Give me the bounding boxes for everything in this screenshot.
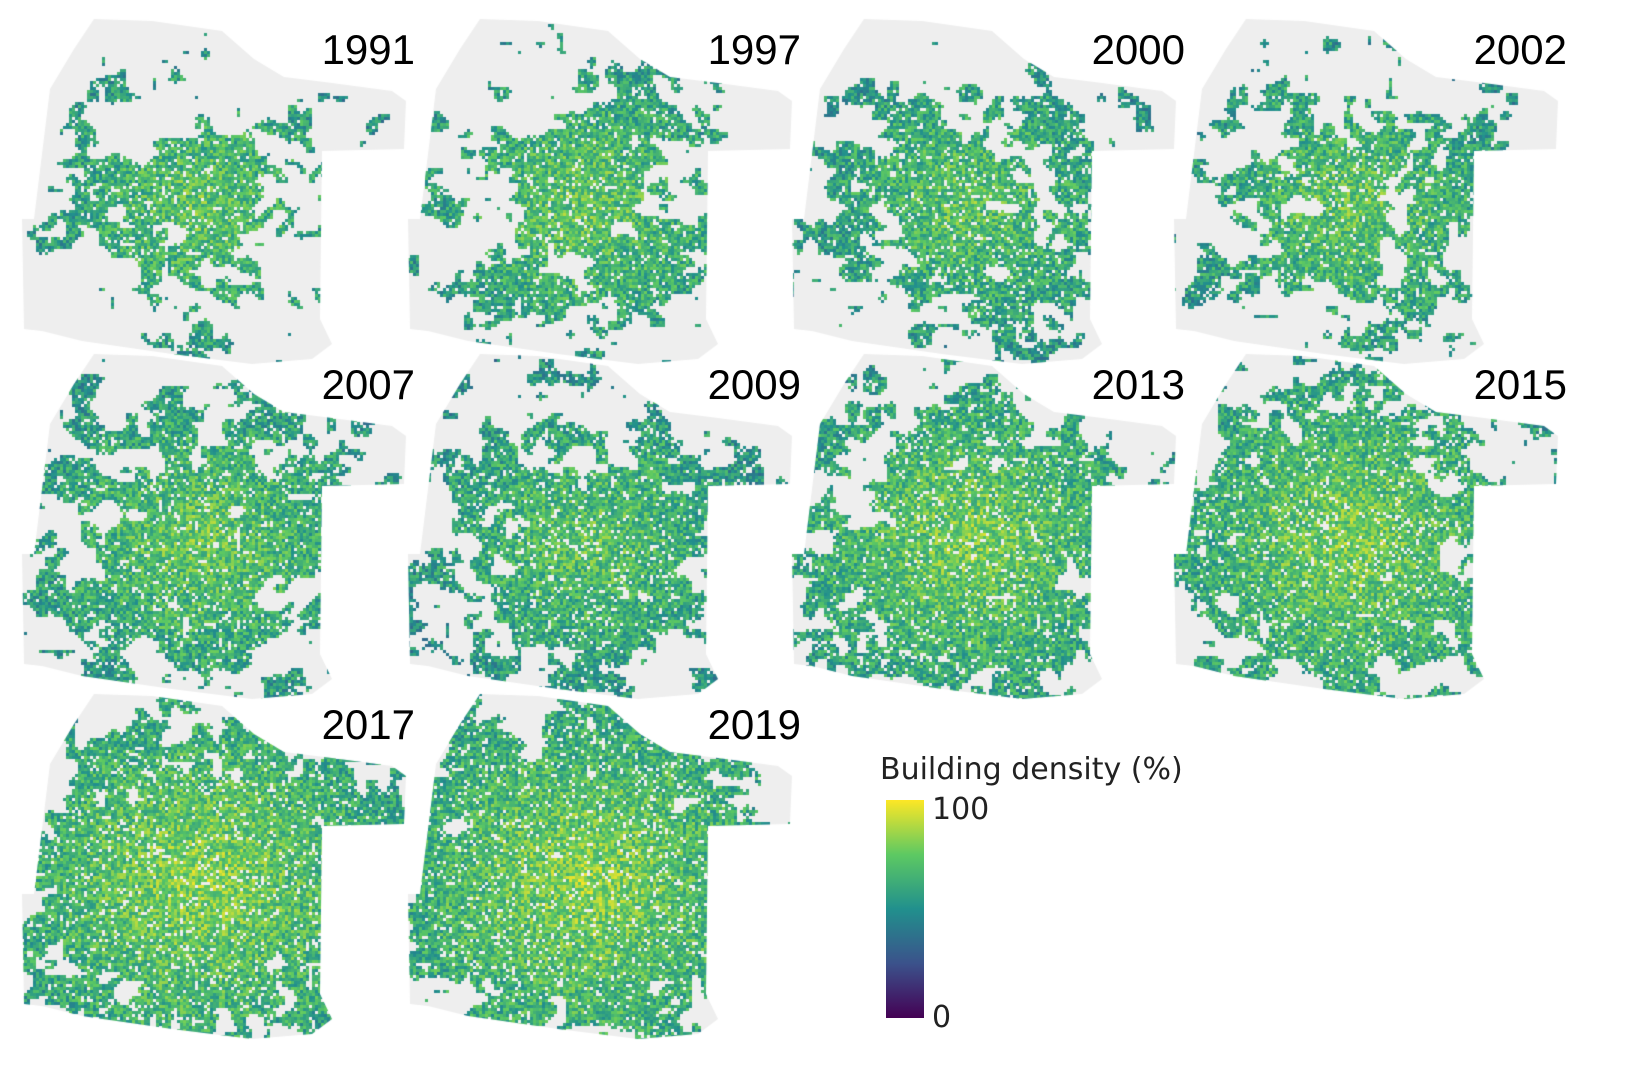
- legend-min-label: 0: [932, 1000, 952, 1035]
- legend-color-bar: [886, 800, 924, 1018]
- year-label: 2002: [1473, 26, 1567, 73]
- map-panel-2009: 2009: [404, 350, 809, 705]
- density-map: [404, 15, 809, 370]
- density-map: [788, 350, 1193, 705]
- year-label: 2000: [1091, 26, 1185, 73]
- year-label: 1997: [707, 26, 801, 73]
- map-panel-2019: 2019: [404, 690, 809, 1045]
- year-label: 2017: [321, 701, 415, 748]
- map-panel-2002: 2002: [1170, 15, 1575, 370]
- year-label: 2013: [1091, 361, 1185, 408]
- density-map: [788, 15, 1193, 370]
- density-map: [404, 350, 809, 705]
- year-label: 2007: [321, 361, 415, 408]
- map-panel-2007: 2007: [18, 350, 423, 705]
- map-panel-2000: 2000: [788, 15, 1193, 370]
- map-panel-2015: 2015: [1170, 350, 1575, 705]
- legend-max-label: 100: [932, 792, 990, 827]
- legend-title: Building density (%): [880, 752, 1183, 787]
- density-map: [404, 690, 809, 1045]
- density-map: [1170, 15, 1575, 370]
- year-label: 2009: [707, 361, 801, 408]
- map-panel-2013: 2013: [788, 350, 1193, 705]
- map-panel-1997: 1997: [404, 15, 809, 370]
- map-panel-1991: 1991: [18, 15, 423, 370]
- density-map: [18, 15, 423, 370]
- legend: Building density (%) 100 0: [880, 752, 1220, 1042]
- year-label: 2019: [707, 701, 801, 748]
- year-label: 1991: [321, 26, 415, 73]
- year-label: 2015: [1473, 361, 1567, 408]
- map-panel-2017: 2017: [18, 690, 423, 1045]
- density-map: [18, 350, 423, 705]
- density-map: [18, 690, 423, 1045]
- density-map: [1170, 350, 1575, 705]
